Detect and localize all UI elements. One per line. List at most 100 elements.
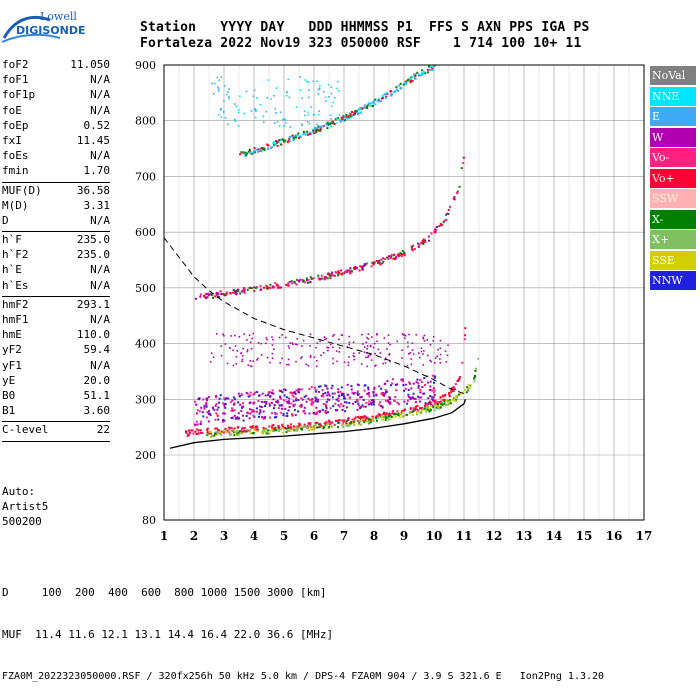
echo-point — [337, 404, 340, 407]
echo-point — [400, 255, 403, 258]
echo-point — [422, 337, 425, 340]
echo-point — [438, 401, 441, 404]
echo-point — [236, 416, 239, 419]
echo-point — [224, 294, 227, 297]
echo-point — [384, 415, 387, 418]
echo-point — [315, 359, 318, 362]
echo-point — [428, 400, 431, 403]
echo-point — [206, 411, 209, 414]
echo-point — [270, 401, 273, 404]
echo-point — [435, 402, 438, 405]
echo-point — [263, 121, 265, 123]
header-labels: Station YYYY DAY DDD HHMMSS P1 FFS S AXN… — [140, 20, 590, 35]
echo-point — [240, 393, 243, 396]
echo-point — [316, 426, 319, 429]
echo-point — [378, 403, 381, 406]
echo-point — [230, 416, 233, 419]
echo-point — [387, 255, 390, 258]
echo-point — [277, 407, 280, 410]
echo-point — [352, 341, 355, 343]
echo-point — [258, 412, 261, 415]
echo-point — [362, 405, 365, 408]
echo-point — [432, 381, 435, 384]
echo-point — [248, 151, 251, 154]
echo-point — [275, 429, 278, 432]
echo-point — [254, 116, 257, 119]
footer-distance: D 100 200 400 600 800 1000 1500 3000 [km… — [2, 586, 327, 599]
echo-point — [326, 411, 329, 414]
echo-point — [267, 391, 270, 394]
echo-point — [378, 385, 381, 388]
echo-point — [287, 409, 290, 412]
echo-point — [259, 408, 262, 411]
echo-point — [447, 213, 450, 216]
echo-point — [367, 386, 370, 389]
x-tick-label: 4 — [250, 529, 258, 543]
echo-point — [296, 134, 299, 137]
echo-point — [327, 391, 330, 394]
echo-point — [430, 69, 433, 72]
echo-point — [233, 403, 236, 406]
echo-point — [313, 114, 315, 116]
echo-point — [322, 392, 325, 395]
echo-point — [394, 90, 397, 93]
echo-point — [259, 410, 262, 413]
echo-point — [269, 283, 272, 286]
echo-point — [213, 434, 216, 437]
echo-point — [434, 231, 437, 234]
echo-point — [423, 407, 426, 410]
echo-point — [389, 360, 391, 363]
echo-point — [419, 388, 422, 391]
echo-point — [431, 67, 434, 70]
echo-point — [390, 253, 393, 256]
echo-point — [317, 113, 320, 116]
echo-point — [293, 391, 296, 394]
echo-point — [303, 114, 306, 117]
echo-point — [398, 254, 401, 257]
echo-point — [419, 391, 422, 394]
echo-point — [214, 404, 217, 407]
echo-point — [422, 242, 425, 245]
echo-point — [424, 72, 427, 75]
echo-point — [287, 345, 290, 347]
param-row: hmE 110.0 — [2, 328, 110, 343]
echo-point — [275, 412, 278, 415]
echo-point — [385, 416, 388, 419]
echo-point — [371, 415, 374, 418]
echo-point — [275, 284, 278, 287]
param-row: foEp 0.52 — [2, 119, 110, 134]
echo-point — [207, 432, 210, 435]
echo-point — [199, 429, 202, 432]
echo-point — [473, 377, 476, 380]
echo-point — [264, 427, 267, 430]
echo-point — [283, 118, 286, 120]
echo-point — [245, 430, 248, 433]
echo-point — [445, 213, 448, 216]
echo-point — [262, 115, 265, 118]
echo-point — [408, 381, 411, 384]
echo-point — [451, 387, 454, 390]
echo-point — [292, 404, 295, 407]
echo-point — [401, 349, 403, 352]
echo-point — [205, 297, 208, 300]
echo-point — [301, 398, 304, 401]
echo-point — [440, 401, 443, 404]
echo-point — [241, 414, 244, 417]
polarization-legend: NoVal NNE E W Vo- Vo+ SSW X- X+ SSE NNW — [650, 66, 696, 292]
echo-point — [260, 342, 262, 345]
echo-point — [445, 399, 448, 402]
echo-point — [372, 420, 375, 423]
echo-point — [405, 413, 408, 416]
echo-point — [220, 345, 223, 347]
echo-point — [339, 119, 341, 122]
echo-point — [439, 222, 442, 225]
echo-point — [218, 431, 221, 434]
echo-point — [407, 388, 410, 391]
echo-point — [223, 404, 226, 407]
echo-point — [297, 391, 300, 394]
echo-point — [272, 392, 275, 395]
echo-point — [384, 358, 386, 361]
echo-point — [414, 74, 417, 77]
echo-point — [416, 71, 419, 74]
echo-point — [247, 150, 250, 153]
